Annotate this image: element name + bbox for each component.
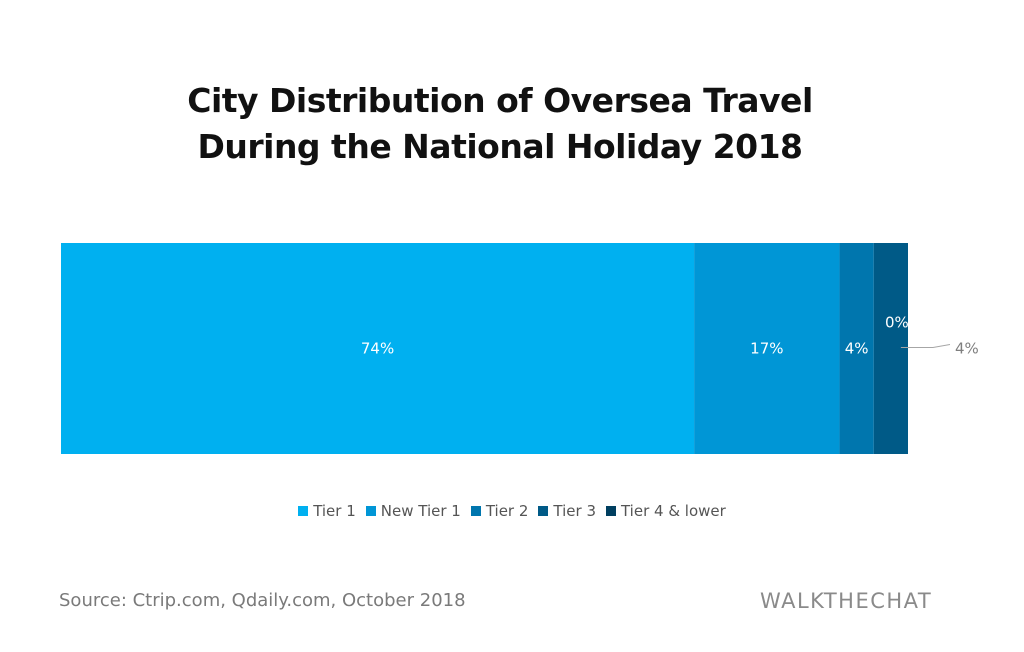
legend-item-tier-4-lower: Tier 4 & lower: [605, 502, 726, 520]
bar-segment-new-tier-1: [694, 243, 840, 454]
legend-label-new-tier-1: New Tier 1: [380, 502, 461, 520]
legend-label-tier-1: Tier 1: [313, 502, 356, 520]
legend-label-tier-4-lower: Tier 4 & lower: [620, 502, 726, 520]
legend-label-tier-3: Tier 3: [553, 502, 596, 520]
source-note: Source: Ctrip.com, Qdaily.com, October 2…: [59, 590, 466, 611]
data-label-tier-4-lower: 0%: [885, 314, 909, 332]
legend-item-tier-2: Tier 2: [470, 502, 529, 520]
bar-segment-tier-1: [61, 243, 695, 454]
legend-swatch-new-tier-1: [365, 506, 376, 516]
leader-line-tier-3: [900, 344, 951, 348]
legend-label-tier-2: Tier 2: [485, 502, 529, 520]
legend-item-tier-1: Tier 1: [298, 502, 356, 520]
legend-swatch-tier-3: [538, 506, 549, 516]
chart-legend: Tier 1 New Tier 1 Tier 2 Tier 3 Tier 4 & low…: [0, 502, 1024, 520]
chart-title-line-1: City Distribution of Oversea Travel: [187, 81, 813, 120]
brand-logo: WALKTHECHAT: [760, 589, 933, 613]
data-label-tier-2: 4%: [845, 340, 869, 358]
data-label-tier-3: 4%: [955, 340, 979, 358]
data-label-tier-1: 74%: [361, 340, 394, 358]
legend-item-tier-3: Tier 3: [538, 502, 596, 520]
chart-title-line-2: During the National Holiday 2018: [197, 127, 803, 166]
chart-title: City Distribution of Oversea Travel Duri…: [0, 78, 1000, 170]
legend-swatch-tier-1: [298, 506, 309, 516]
bar-segment-tier-2: [839, 243, 874, 454]
data-label-new-tier-1: 17%: [750, 340, 783, 358]
legend-swatch-tier-2: [470, 506, 481, 516]
bar-segment-tier-3: [873, 243, 908, 454]
legend-swatch-tier-4-lower: [605, 506, 616, 516]
legend-item-new-tier-1: New Tier 1: [365, 502, 461, 520]
